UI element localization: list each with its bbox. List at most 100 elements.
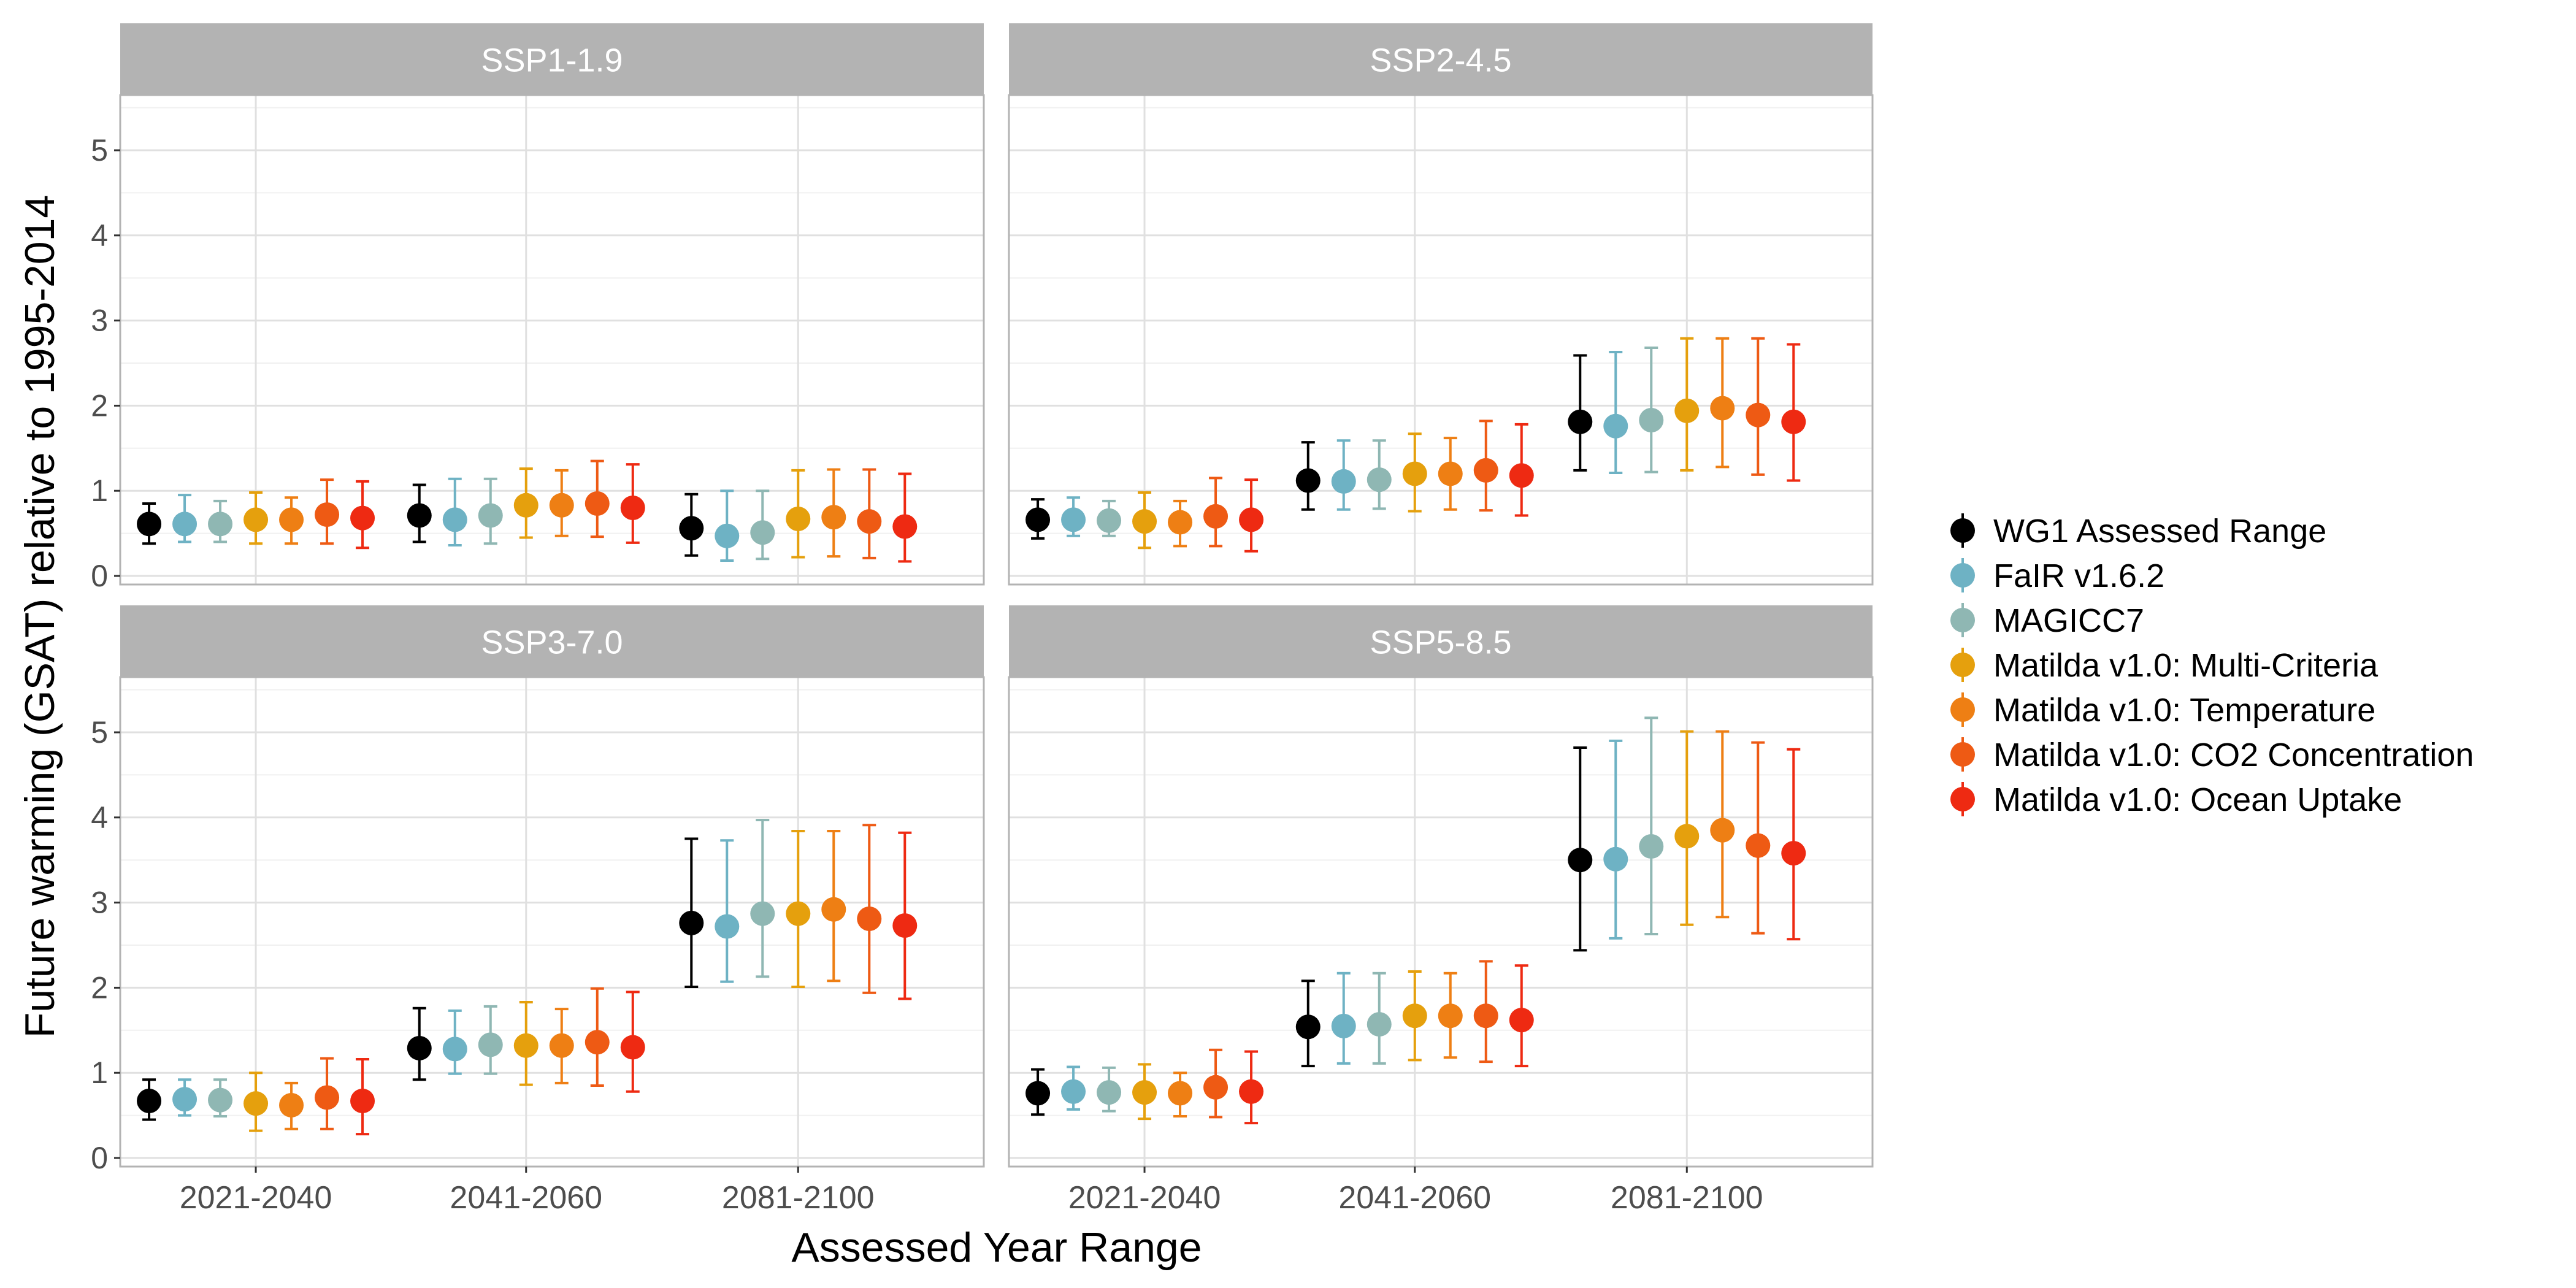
facet-panel-ssp5-8-5: SSP5-8.5 2021-2040 2041-2060 2081-2100 (1008, 605, 1874, 1216)
data-point (172, 1087, 197, 1112)
data-point (585, 491, 610, 516)
point-range (1132, 1063, 1157, 1121)
point-range (442, 1009, 467, 1075)
data-point (243, 1091, 269, 1116)
data-point (1168, 1081, 1193, 1106)
point-range (1603, 350, 1628, 475)
legend-key-point (1950, 608, 1975, 632)
panel-border (119, 94, 985, 586)
data-point (821, 505, 846, 530)
data-point (1438, 1003, 1463, 1029)
data-point (1639, 834, 1664, 859)
point-range (1025, 498, 1051, 540)
data-point (442, 1037, 467, 1062)
x-tick-label: 2021-2040 (1068, 1180, 1221, 1216)
legend-label: FaIR v1.6.2 (1993, 558, 2164, 594)
data-point (715, 914, 740, 939)
point-range (1568, 746, 1593, 952)
point-range (786, 830, 811, 989)
data-point (1239, 1079, 1264, 1104)
point-range (1025, 1068, 1051, 1116)
point-range (1097, 499, 1122, 537)
facet-strip (1009, 23, 1873, 95)
point-range (1239, 478, 1264, 553)
legend-item: Matilda v1.0: Temperature (1950, 692, 2375, 729)
data-point (1509, 1008, 1534, 1033)
data-point (1239, 507, 1264, 532)
x-tick-label: 2021-2040 (180, 1180, 332, 1216)
x-axis-title: Assessed Year Range (791, 1224, 1202, 1271)
data-point (679, 516, 704, 541)
point-range (715, 489, 740, 562)
y-tick-label: 2 (91, 388, 108, 423)
point-range (1438, 437, 1463, 511)
point-range (208, 1078, 233, 1117)
y-tick-label: 5 (91, 133, 108, 167)
data-point (549, 1033, 574, 1058)
data-point (1203, 504, 1229, 529)
point-range (513, 1000, 539, 1086)
data-point (679, 910, 704, 935)
legend-label: Matilda v1.0: CO2 Concentration (1993, 737, 2474, 773)
y-tick-label: 5 (91, 715, 108, 749)
point-range (786, 469, 811, 559)
point-range (620, 991, 645, 1093)
point-range (1132, 491, 1157, 550)
legend-label: Matilda v1.0: Multi-Criteria (1993, 647, 2379, 684)
data-point (208, 512, 233, 537)
data-point (1331, 1013, 1356, 1038)
data-point (1674, 824, 1700, 849)
data-point (1025, 1081, 1051, 1106)
point-range (585, 987, 610, 1087)
data-point (1603, 846, 1628, 872)
data-point (549, 493, 574, 518)
point-range (1781, 748, 1806, 941)
data-point (243, 507, 269, 532)
data-point (1674, 398, 1700, 423)
point-range (407, 483, 432, 543)
point-range (279, 496, 304, 545)
point-range (137, 1078, 162, 1121)
point-range (857, 468, 882, 559)
y-tick-label: 3 (91, 886, 108, 920)
data-point (1639, 407, 1664, 432)
legend-item: Matilda v1.0: Ocean Uptake (1950, 781, 2402, 818)
point-range (243, 1071, 269, 1132)
point-range (350, 480, 375, 550)
point-range (1402, 970, 1427, 1062)
y-tick-label: 0 (91, 1141, 108, 1175)
point-range (407, 1006, 432, 1081)
point-range (315, 478, 340, 545)
data-point (1710, 818, 1735, 843)
facet-title: SSP2-4.5 (1370, 42, 1511, 79)
point-range (892, 472, 918, 563)
data-point (1473, 1003, 1498, 1029)
point-range (892, 831, 918, 1000)
facet-panel-ssp3-7-0: SSP3-7.0 0 1 2 3 4 5 2021-2040 2041-2060 2081-210… (91, 605, 985, 1216)
legend-key-point (1950, 518, 1975, 543)
point-range (1061, 496, 1086, 537)
point-range (585, 459, 610, 539)
facet-strip (120, 23, 984, 95)
point-range (1639, 716, 1664, 935)
point-range (1203, 477, 1229, 548)
legend-item: MAGICC7 (1950, 602, 2144, 639)
data-point (442, 507, 467, 532)
point-range (1097, 1066, 1122, 1113)
point-range (1710, 730, 1735, 919)
legend-label: WG1 Assessed Range (1993, 513, 2326, 550)
panel-border (1008, 94, 1874, 586)
data-point (1295, 468, 1321, 493)
data-point (513, 493, 539, 518)
data-point (892, 514, 918, 539)
point-range (620, 463, 645, 544)
point-range (279, 1081, 304, 1130)
point-range (549, 469, 574, 537)
data-point (407, 503, 432, 528)
point-range (1674, 337, 1700, 472)
data-point (750, 901, 775, 926)
data-point (750, 520, 775, 545)
point-range (1295, 979, 1321, 1068)
point-range (1168, 1071, 1193, 1117)
